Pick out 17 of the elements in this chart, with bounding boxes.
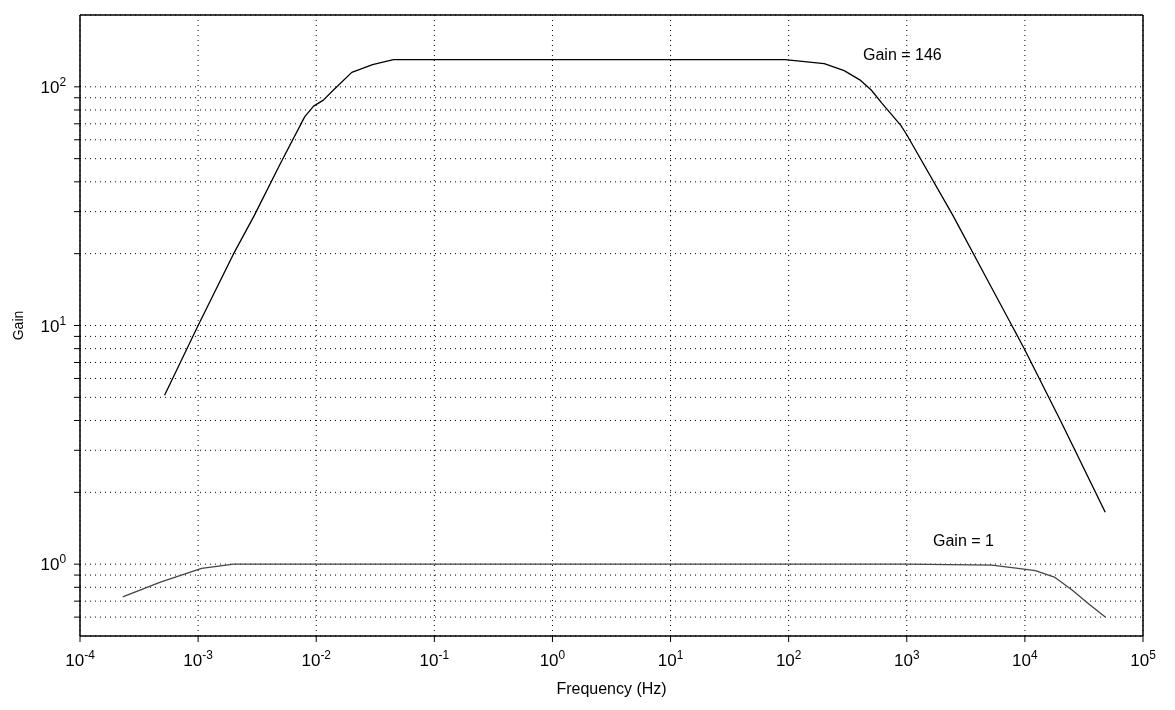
x-tick-label: 10$^{2}$ <box>775 648 802 670</box>
x-axis-title: Frequency (Hz) <box>556 680 667 697</box>
x-tick-label: 10$^{0}$ <box>539 648 566 670</box>
y-tick-label: 10$^{0}$ <box>40 552 67 575</box>
x-tick-label: 10$^{-3}$ <box>183 648 214 670</box>
x-tick-label: 10$^{4}$ <box>1012 648 1039 670</box>
x-tick-label: 10$^{1}$ <box>657 648 684 670</box>
x-tick-label: 10$^{-2}$ <box>301 648 332 670</box>
y-tick-label: 10$^{2}$ <box>40 74 67 97</box>
annotation: Gain = 146 <box>863 46 942 64</box>
y-tick-label: 10$^{1}$ <box>40 313 67 336</box>
annotation: Gain = 1 <box>933 532 994 550</box>
y-axis-title: Gain <box>9 310 26 341</box>
x-tick-label: 10$^{-4}$ <box>65 648 96 670</box>
x-tick-label: 10$^{3}$ <box>894 648 920 670</box>
x-tick-label: 10$^{-1}$ <box>419 648 450 670</box>
x-tick-label: 10$^{5}$ <box>1130 648 1157 670</box>
